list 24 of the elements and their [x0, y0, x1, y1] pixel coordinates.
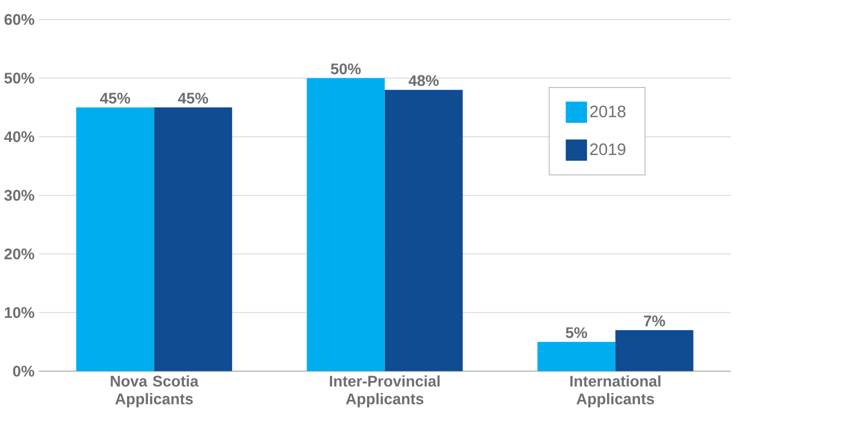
- bar: [615, 330, 694, 371]
- data-label: 7%: [644, 315, 666, 326]
- data-label: 45%: [178, 92, 208, 104]
- bar: [537, 342, 616, 371]
- data-label: 48%: [408, 74, 439, 86]
- y-tick-label: 40%: [4, 131, 34, 142]
- data-label: 50%: [330, 63, 361, 74]
- y-tick-label: 20%: [4, 248, 34, 260]
- legend-label: 2018: [590, 105, 626, 118]
- x-tick-label: Inter-Provincial Applicants: [330, 375, 440, 408]
- bar: [76, 107, 154, 371]
- bar: [306, 78, 385, 371]
- y-tick-label: 10%: [4, 306, 34, 318]
- x-tick-label: International Applicants: [570, 375, 660, 408]
- bar: [154, 107, 232, 371]
- y-tick-label: 60%: [4, 14, 34, 25]
- data-label: 45%: [100, 92, 130, 104]
- y-tick-label: 50%: [4, 72, 34, 84]
- bar: [384, 90, 463, 371]
- y-tick-label: 30%: [4, 190, 34, 201]
- data-label: 5%: [566, 327, 588, 338]
- legend-label: 2019: [590, 143, 626, 155]
- y-tick-label: 0%: [13, 366, 34, 376]
- x-tick-label: Nova Scotia Applicants: [110, 375, 199, 408]
